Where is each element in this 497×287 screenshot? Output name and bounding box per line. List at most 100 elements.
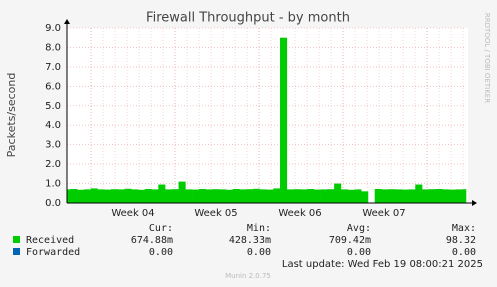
area-segment (225, 189, 233, 203)
area-segment (334, 183, 342, 203)
area-segment (110, 189, 119, 203)
stat-header: Max: (452, 223, 476, 234)
stat-value: 0.00 (247, 247, 271, 258)
area-segment (77, 189, 85, 203)
area-segment (313, 189, 321, 203)
y-tick-label: 9.0 (45, 23, 61, 34)
stat-value: 0.00 (347, 247, 371, 258)
area-segment (462, 189, 467, 203)
area-segment (300, 189, 308, 203)
stat-value: 98.32 (446, 235, 476, 246)
x-tick-label: Week 04 (111, 208, 154, 219)
area-segment (165, 189, 173, 203)
y-tick-label: 7.0 (45, 62, 61, 73)
legend-label: Received (26, 235, 74, 246)
marks (67, 37, 467, 204)
y-tick-label: 2.0 (45, 159, 61, 170)
area-segment (138, 189, 146, 203)
area-segment (205, 189, 213, 203)
x-tick-label: Week 05 (194, 208, 237, 219)
area-segment (192, 189, 200, 203)
footer: Munin 2.0.75 (225, 272, 271, 280)
y-tick-label: 8.0 (45, 42, 61, 53)
stat-value: 0.00 (149, 247, 173, 258)
stat-value: 428.33m (229, 235, 271, 246)
area-segment (131, 189, 139, 203)
side-credit: RRDTOOL / TOBI OETIKER (483, 13, 491, 103)
area-segment (266, 189, 274, 203)
area-segment (422, 189, 430, 203)
area-segment (151, 189, 159, 203)
area-segment (381, 189, 389, 203)
stat-header: Cur: (149, 223, 173, 234)
last-update: Last update: Wed Feb 19 08:00:21 2025 (282, 259, 483, 270)
y-tick-label: 0.0 (45, 198, 61, 209)
area-segment (388, 189, 396, 203)
plot-area (67, 28, 468, 203)
area-segment (408, 189, 416, 203)
area-segment (219, 189, 227, 203)
area-segment (307, 189, 315, 203)
area-segment (455, 189, 463, 203)
area-segment (144, 189, 152, 203)
y-tick-label: 1.0 (45, 179, 61, 190)
area-segment (401, 189, 409, 203)
area-segment (124, 188, 132, 203)
area-segment (442, 189, 450, 203)
stat-value: 674.88m (131, 235, 173, 246)
legend-swatch (13, 248, 20, 255)
area-segment (185, 189, 193, 203)
stat-header: Min: (247, 223, 271, 234)
y-axis-label: Packets/second (5, 73, 18, 158)
chart-title: Firewall Throughput - by month (146, 11, 350, 26)
legend-label: Forwarded (26, 247, 80, 258)
area-segment (340, 189, 348, 203)
area-segment (70, 189, 78, 203)
area-segment (246, 189, 254, 203)
area-segment (239, 189, 247, 203)
y-tick-label: 5.0 (45, 101, 61, 112)
area-segment (347, 189, 355, 203)
stat-value: 709.42m (329, 235, 371, 246)
x-tick-label: Week 06 (278, 208, 321, 219)
area-segment (354, 189, 362, 203)
area-segment (252, 188, 261, 203)
y-tick-label: 3.0 (45, 140, 61, 151)
area-segment (449, 189, 457, 203)
area-segment (293, 189, 301, 203)
axes (64, 19, 477, 206)
area-segment (83, 189, 91, 203)
area-segment (198, 189, 206, 203)
grid (67, 27, 466, 204)
area-segment (435, 189, 443, 203)
area-segment (280, 37, 288, 203)
y-tick-label: 4.0 (45, 120, 61, 131)
area-segment (178, 181, 186, 203)
stat-value: 0.00 (452, 247, 476, 258)
area-segment (273, 188, 281, 203)
x-tick-label: Week 07 (362, 208, 405, 219)
area-segment (259, 189, 267, 203)
area-segment (394, 189, 403, 203)
y-tick-label: 6.0 (45, 81, 61, 92)
legend: Cur: Min: Avg: Max: Received 674.88m 428.33m 70… (13, 223, 476, 258)
x-axis-arrow (472, 200, 477, 206)
area-segment (374, 189, 382, 203)
area-segment (117, 189, 125, 203)
area-segment (327, 189, 335, 203)
area-segment (428, 189, 436, 203)
area-segment (104, 189, 112, 203)
area-segment (158, 184, 166, 203)
legend-swatch (13, 236, 20, 243)
area-segment (90, 188, 98, 203)
area-segment (415, 184, 423, 203)
area-segment (320, 189, 328, 203)
stat-header: Avg: (347, 223, 371, 234)
y-axis-arrow (64, 19, 70, 24)
area-segment (97, 189, 105, 203)
area-segment (232, 189, 240, 203)
area-segment (361, 191, 369, 203)
area-segment (212, 189, 220, 203)
